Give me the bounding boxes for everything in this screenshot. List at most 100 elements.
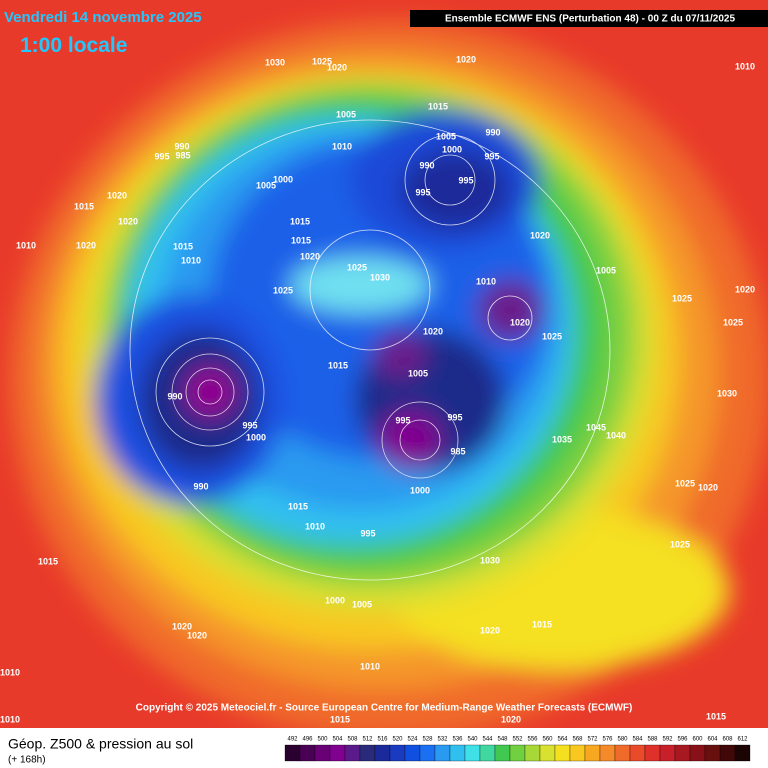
- colorbar-swatch: [329, 744, 346, 762]
- colorbar-label: 492: [287, 737, 298, 743]
- isobar-label: 1015: [74, 201, 94, 211]
- colorbar-label: 596: [677, 737, 688, 743]
- colorbar-label: 524: [407, 737, 418, 743]
- isobar-label: 995: [154, 151, 169, 161]
- colorbar-label: 592: [662, 737, 673, 743]
- isobar-label: 1025: [670, 539, 690, 549]
- colorbar-swatch: [509, 744, 526, 762]
- isobar-label: 1030: [265, 57, 285, 67]
- colorbar-swatch: [449, 744, 466, 762]
- isobar-label: 990: [193, 481, 208, 491]
- isobar-label: 1025: [675, 478, 695, 488]
- isobar-label: 1010: [0, 667, 20, 677]
- colorbar-swatch: [614, 744, 631, 762]
- isobar-label: 1020: [118, 216, 138, 226]
- isobar-label: 1025: [312, 56, 332, 66]
- isobar-label: 1010: [332, 141, 352, 151]
- colorbar-swatch: [734, 744, 751, 762]
- colorbar: 492 496 500 504 508 512 516 520 524 528 532 536 540 5…: [284, 737, 751, 762]
- isobar-label: 1025: [542, 331, 562, 341]
- colorbar-label: 536: [452, 737, 463, 743]
- isobar-label: 995: [484, 151, 499, 161]
- colorbar-swatch: [644, 744, 661, 762]
- isobar-label: 1020: [187, 630, 207, 640]
- isobar-label: 990: [419, 160, 434, 170]
- colorbar-swatch: [419, 744, 436, 762]
- isobar-label: 990: [485, 127, 500, 137]
- isobar-label: 1010: [735, 61, 755, 71]
- isobar-label: 1010: [16, 240, 36, 250]
- colorbar-swatch: [284, 744, 301, 762]
- colorbar-label: 604: [707, 737, 718, 743]
- isobar-label: 1000: [325, 595, 345, 605]
- colorbar-swatch: [374, 744, 391, 762]
- isobar-label: 1010: [305, 521, 325, 531]
- colorbar-swatch: [539, 744, 556, 762]
- isobar-label: 995: [458, 175, 473, 185]
- colorbar-label: 540: [467, 737, 478, 743]
- isobar-label: 1005: [256, 180, 276, 190]
- colorbar-label: 560: [542, 737, 553, 743]
- isobar-label: 1025: [273, 285, 293, 295]
- isobar-label: 1020: [327, 62, 347, 72]
- colorbar-swatch: [674, 744, 691, 762]
- isobar-label: 1010: [360, 661, 380, 671]
- colorbar-label: 496: [302, 737, 313, 743]
- colorbar-swatch: [434, 744, 451, 762]
- colorbar-label: 532: [437, 737, 448, 743]
- colorbar-label: 588: [647, 737, 658, 743]
- colorbar-label: 568: [572, 737, 583, 743]
- colorbar-label: 556: [527, 737, 538, 743]
- isobar-label: 1030: [717, 388, 737, 398]
- colorbar-label: 612: [737, 737, 748, 743]
- colorbar-label: 544: [482, 737, 493, 743]
- isobar-label: 1005: [352, 599, 372, 609]
- colorbar-label: 520: [392, 737, 403, 743]
- isobar-label: 1020: [510, 317, 530, 327]
- isobar-label: 1005: [408, 368, 428, 378]
- isobar-label: 1010: [476, 276, 496, 286]
- isobar-label: 1015: [291, 235, 311, 245]
- isobar-label: 1025: [723, 317, 743, 327]
- isobar-label: 1005: [596, 265, 616, 275]
- isobar-label: 1020: [172, 621, 192, 631]
- isobar-label: 1015: [173, 241, 193, 251]
- colorbar-swatch: [659, 744, 676, 762]
- isobar-label: 1015: [288, 501, 308, 511]
- isobar-label: 1010: [181, 255, 201, 265]
- run-box: [410, 10, 768, 27]
- isobar-label: 1025: [347, 262, 367, 272]
- isobar-label: 990: [167, 391, 182, 401]
- colorbar-label: 584: [632, 737, 643, 743]
- colorbar-label: 552: [512, 737, 523, 743]
- isobar-label: 1015: [706, 711, 726, 721]
- colorbar-swatch: [704, 744, 721, 762]
- colorbar-swatch: [719, 744, 736, 762]
- isobar-label: 985: [450, 446, 465, 456]
- colorbar-swatch: [629, 744, 646, 762]
- isobar-label: 995: [395, 415, 410, 425]
- footer-title: Géop. Z500 & pression au sol: [8, 736, 193, 752]
- local-time: 1:00 locale: [20, 34, 127, 57]
- isobar-label: 1010: [0, 714, 20, 724]
- isobar-label: 995: [360, 528, 375, 538]
- colorbar-label: 564: [557, 737, 568, 743]
- isobar-label: 1000: [410, 485, 430, 495]
- isobar-label: 1030: [480, 555, 500, 565]
- isobar-label: 1005: [336, 109, 356, 119]
- colorbar-swatch: [314, 744, 331, 762]
- colorbar-swatch: [689, 744, 706, 762]
- isobar-label: 1020: [76, 240, 96, 250]
- isobar-label: 1040: [606, 430, 626, 440]
- field: [0, 0, 768, 728]
- colorbar-swatch: [494, 744, 511, 762]
- colorbar-label: 508: [347, 737, 358, 743]
- isobar-label: 1020: [300, 251, 320, 261]
- run-info: Ensemble ECMWF ENS (Perturbation 48) - 0…: [445, 14, 736, 25]
- isobar-label: 1030: [370, 272, 390, 282]
- isobar-label: 1020: [501, 714, 521, 724]
- colorbar-label: 500: [317, 737, 328, 743]
- isobar-label: 1015: [330, 714, 350, 724]
